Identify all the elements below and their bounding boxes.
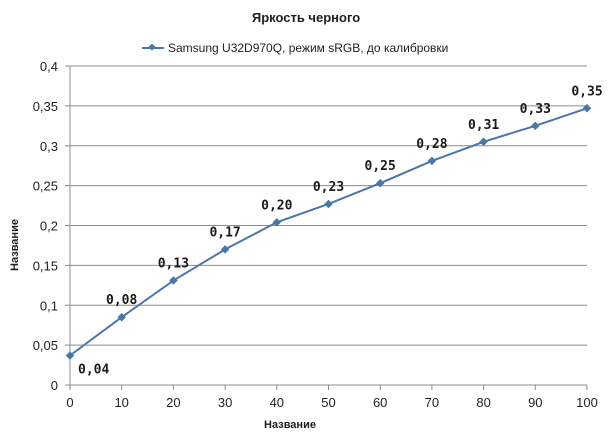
gridlines bbox=[70, 65, 587, 346]
y-tick-label: 0,2 bbox=[40, 219, 58, 234]
data-point bbox=[272, 218, 282, 227]
x-tick-label: 80 bbox=[476, 395, 490, 410]
x-axis-title: Название bbox=[264, 419, 316, 431]
y-tick-label: 0,3 bbox=[40, 139, 58, 154]
data-point bbox=[220, 245, 230, 254]
x-tick-label: 50 bbox=[321, 395, 335, 410]
data-labels: 0,04 0,08 0,13 0,17 0,20 0,23 0,25 0,28 0,31 0,33… bbox=[78, 84, 603, 377]
data-point bbox=[479, 137, 488, 147]
x-tick-label: 30 bbox=[218, 395, 232, 410]
y-axis-title: Название bbox=[9, 219, 21, 271]
x-tick-label: 60 bbox=[373, 395, 387, 410]
data-point bbox=[117, 312, 126, 322]
y-tick-label: 0,1 bbox=[40, 298, 58, 313]
y-tick-label: 0,25 bbox=[33, 179, 58, 194]
x-tick-label: 90 bbox=[528, 395, 542, 410]
data-label: 0,33 bbox=[520, 102, 551, 117]
x-tick-label: 20 bbox=[166, 395, 180, 410]
data-label: 0,13 bbox=[158, 257, 189, 272]
data-label: 0,23 bbox=[313, 180, 344, 195]
x-tick-label: 10 bbox=[114, 395, 128, 410]
y-tick-label: 0,4 bbox=[40, 59, 58, 74]
data-point bbox=[582, 104, 592, 113]
data-label: 0,17 bbox=[209, 225, 240, 240]
data-label: 0,31 bbox=[468, 118, 499, 133]
x-tick-labels: 0 10 20 30 40 50 60 70 80 90 100 bbox=[66, 395, 597, 410]
data-label: 0,28 bbox=[416, 137, 447, 152]
data-label: 0,08 bbox=[106, 293, 137, 308]
data-point bbox=[375, 178, 385, 188]
data-label: 0,04 bbox=[78, 362, 109, 377]
legend: Samsung U32D970Q, режим sRGB, до калибро… bbox=[142, 41, 448, 55]
data-label: 0,25 bbox=[365, 159, 396, 174]
y-tick-label: 0 bbox=[51, 378, 58, 393]
data-label: 0,35 bbox=[571, 84, 602, 99]
series bbox=[65, 104, 592, 360]
legend-marker bbox=[148, 43, 156, 51]
x-tick-label: 40 bbox=[270, 395, 284, 410]
x-tick-label: 100 bbox=[576, 395, 598, 410]
axes bbox=[65, 65, 588, 390]
y-tick-label: 0,05 bbox=[33, 338, 58, 353]
data-point bbox=[427, 156, 437, 166]
x-tick-label: 70 bbox=[425, 395, 439, 410]
x-tick-label: 0 bbox=[66, 395, 73, 410]
data-point bbox=[169, 276, 178, 285]
y-tick-label: 0,15 bbox=[33, 258, 58, 273]
legend-label: Samsung U32D970Q, режим sRGB, до калибро… bbox=[168, 41, 448, 55]
chart-title: Яркость черного bbox=[252, 10, 360, 25]
data-point bbox=[65, 351, 75, 360]
y-tick-labels: 0 0,05 0,1 0,15 0,2 0,25 0,3 0,35 0,4 bbox=[33, 59, 58, 393]
data-point bbox=[324, 199, 333, 209]
data-point bbox=[531, 121, 540, 131]
data-label: 0,20 bbox=[261, 198, 292, 213]
y-tick-label: 0,35 bbox=[33, 99, 58, 114]
